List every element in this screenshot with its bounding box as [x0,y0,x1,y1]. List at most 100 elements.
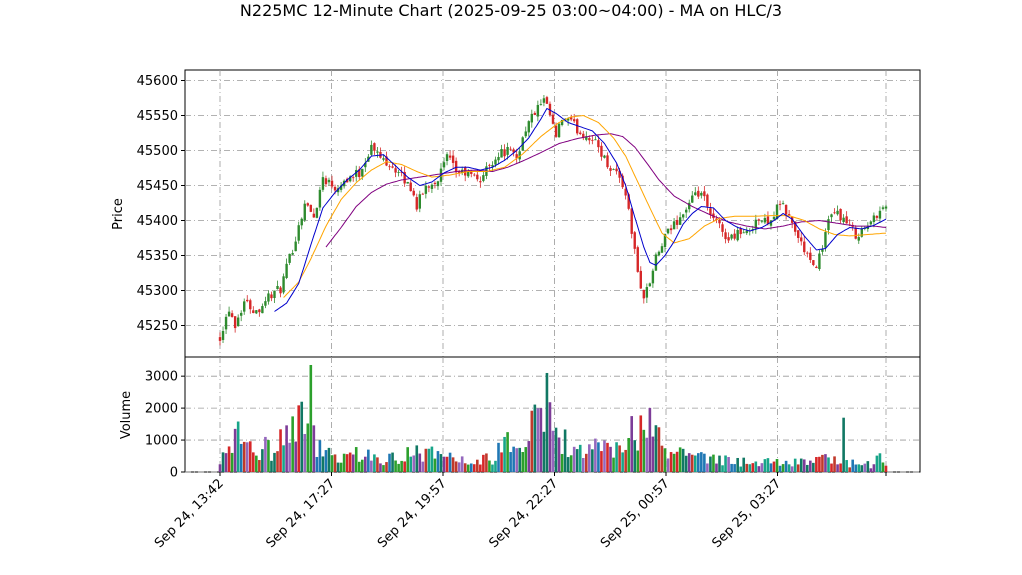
candle-body [497,156,500,161]
volume-bar [485,453,488,472]
volume-bar [291,416,294,472]
volume-bar [439,454,443,472]
candle-body [809,252,812,260]
candle-body [330,180,334,187]
price-tick-label: 45250 [137,319,178,334]
candle-body [878,210,882,219]
candle-body [706,194,709,207]
candle-body [718,220,721,224]
candle-body [582,133,585,139]
volume-bar [521,452,525,472]
price-axis-label: Price [111,198,126,230]
candle-body [594,139,597,141]
volume-bar [733,464,736,472]
volume-bar [790,466,794,472]
volume-bar [503,436,506,472]
candle-body [530,113,534,123]
x-axis-ticks: Sep 24, 13:42 Sep 24, 17:27 Sep 24, 19:57 S… [152,472,887,551]
candle-body [457,171,461,173]
volume-bar [842,417,845,472]
volume-bar [848,467,851,472]
volume-bar [827,457,830,472]
candle-body [681,214,685,218]
candle-body [554,125,558,137]
candle-body [230,313,234,317]
candle-body [542,98,546,103]
candle-body [569,117,573,120]
ma-fast-line [274,107,887,312]
volume-bar [221,452,225,472]
ma-slow-line [325,133,887,248]
candle-body [318,189,322,208]
volume-bar [672,453,676,472]
volume-bar [279,429,282,472]
candle-body [836,210,839,215]
candle-body [312,213,316,218]
candle-body [763,217,767,223]
candle-body [424,185,428,194]
volume-bar [466,464,470,472]
candle-body [297,225,300,241]
candle-body [579,132,582,134]
volume-bar [881,462,885,472]
volume-tick-label: 1000 [145,434,178,449]
volume-bar [836,464,839,472]
candle-body [736,230,739,241]
candle-body [427,186,431,188]
candle-body [621,175,624,188]
volume-bar [754,461,758,472]
volume-bar [736,457,739,472]
candle-body [436,181,440,187]
volume-bar [678,447,682,472]
candle-body [445,154,449,161]
volume-bar [524,447,528,472]
candle-body [697,190,700,197]
volume-bar [851,459,854,472]
candle-body [433,182,437,185]
candle-body [730,234,733,239]
volume-bar [397,463,400,472]
candle-body [857,237,860,241]
volume-bar [624,449,627,472]
candle-body [591,139,594,141]
volume-bar [285,425,288,472]
candle-body [685,209,688,213]
volume-bar [451,457,455,472]
volume-tick-label: 0 [170,466,178,481]
candle-body [355,169,358,177]
volume-bar [654,425,658,472]
candle-body [790,216,794,223]
volume-bar [500,452,503,472]
candle-body [264,301,267,306]
candle-body [812,260,815,266]
volume-bar [633,440,637,472]
volume-bar [282,445,285,472]
volume-axis-label: Volume [119,391,134,439]
candle-body [361,168,364,177]
volume-bar [687,453,691,472]
candle-body [821,249,824,252]
candle-body [488,164,491,166]
volume-bar [430,446,434,472]
volume-bar [345,454,349,472]
candle-body [691,195,694,203]
volume-bar [357,461,361,472]
volume-bar [373,454,376,472]
candle-body [400,172,403,173]
volume-bar [818,456,821,472]
volume-bar [706,463,709,472]
volume-bar [869,468,873,472]
candle-body [309,204,313,212]
volume-bar [454,461,458,472]
volume-bar [751,463,755,472]
volume-bar [506,432,509,472]
candle-body [842,217,845,223]
volume-bar [697,453,700,472]
volume-bar [600,451,603,472]
candle-body [267,293,270,302]
volume-bar [324,450,328,472]
candle-body [527,121,530,133]
candle-body [306,203,309,206]
candle-body [388,166,391,168]
